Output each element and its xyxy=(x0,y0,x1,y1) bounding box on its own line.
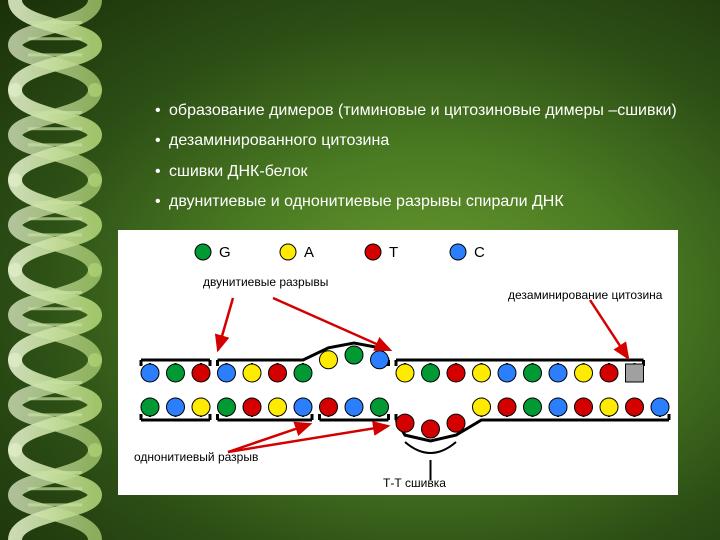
svg-text:C: C xyxy=(474,244,485,261)
label-single-break: однонитиевый разрыв xyxy=(134,450,258,464)
svg-text:T: T xyxy=(389,244,398,261)
svg-text:G: G xyxy=(219,244,231,261)
dna-helix-decoration xyxy=(0,0,110,540)
bullet-item: образование димеров (тиминовые и цитозин… xyxy=(155,96,700,126)
label-deamination: дезаминирование цитозина xyxy=(508,288,662,302)
bullet-item: дезаминированного цитозина xyxy=(155,126,700,156)
svg-text:A: A xyxy=(304,244,314,261)
slide-root: образование димеров (тиминовые и цитозин… xyxy=(0,0,720,540)
dna-damage-diagram: G A T C двунитиевые разрывы дезаминирование… xyxy=(118,230,678,495)
label-tt-crosslink: Т-Т сшивка xyxy=(383,476,446,490)
label-double-break: двунитиевые разрывы xyxy=(203,275,328,289)
bullet-item: двунитиевые и однонитиевые разрывы спира… xyxy=(155,187,700,217)
bullet-item: сшивки ДНК-белок xyxy=(155,157,700,187)
bullet-list: образование димеров (тиминовые и цитозин… xyxy=(115,96,700,218)
